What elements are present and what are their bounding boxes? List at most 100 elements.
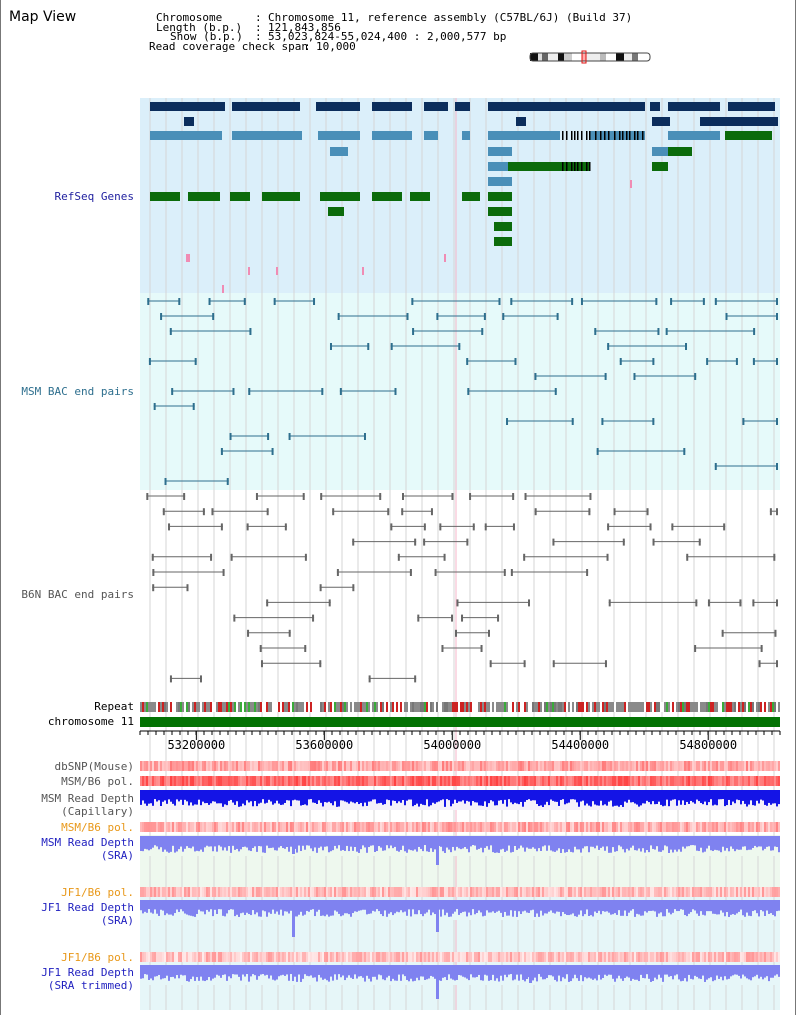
heat-cell [442, 952, 444, 962]
bac-end [171, 388, 174, 395]
depth-bar [668, 965, 670, 977]
depth-bar [500, 836, 502, 850]
heat-cell [358, 887, 360, 897]
repeat-mark [728, 702, 730, 712]
heat-cell [566, 776, 568, 786]
heat-cell [388, 952, 390, 962]
depth-bar [302, 790, 304, 805]
repeat-mark [406, 702, 408, 712]
bac-end [260, 660, 263, 668]
depth-bar [652, 900, 654, 911]
depth-bar [266, 790, 268, 803]
msm-bac-end-pairs[interactable] [147, 298, 778, 485]
depth-bar [220, 836, 222, 847]
heat-cell [602, 822, 604, 832]
heat-cell [166, 887, 168, 897]
heat-cell [522, 822, 524, 832]
depth-bar [734, 965, 736, 975]
heat-cell [720, 761, 722, 771]
depth-bar [146, 900, 148, 913]
depth-bar [240, 900, 242, 914]
depth-bar [752, 965, 754, 978]
heat-cell [244, 776, 246, 786]
heat-cell [690, 776, 692, 786]
heat-cell [172, 952, 174, 962]
heat-cell [308, 952, 310, 962]
depth-bar [746, 790, 748, 807]
depth-bar [490, 790, 492, 801]
depth-bar [754, 836, 756, 846]
depth-bar [198, 965, 200, 981]
depth-bar [750, 836, 752, 850]
depth-bar [372, 900, 374, 911]
depth-bar [408, 965, 410, 982]
depth-bar [298, 900, 300, 915]
heat-cell [764, 761, 766, 771]
depth-bar [626, 836, 628, 849]
heat-cell [538, 822, 540, 832]
repeat-mark [160, 702, 162, 712]
heat-cell [422, 887, 424, 897]
depth-bar [390, 900, 392, 913]
depth-bar [524, 790, 526, 802]
depth-bar [272, 965, 274, 980]
heat-cell [558, 952, 560, 962]
depth-bar [448, 836, 450, 850]
heat-cell [352, 761, 354, 771]
bac-end [649, 523, 652, 531]
heat-cell [158, 952, 160, 962]
heat-cell [280, 887, 282, 897]
heat-cell [380, 822, 382, 832]
depth-bar [734, 836, 736, 852]
repeat-mark [444, 702, 446, 712]
depth-bar [568, 965, 570, 982]
heat-cell [166, 822, 168, 832]
heat-cell [650, 952, 652, 962]
depth-bar [172, 965, 174, 977]
heat-cell [200, 776, 202, 786]
depth-bar [370, 965, 372, 982]
heat-cell [260, 761, 262, 771]
heat-cell [388, 761, 390, 771]
b6n-bac-end-pairs[interactable] [146, 493, 778, 683]
depth-bar [158, 790, 160, 801]
heat-cell [626, 761, 628, 771]
bac-end [601, 418, 604, 425]
gene-block [652, 117, 670, 126]
heat-cell [376, 822, 378, 832]
depth-bar [282, 900, 284, 916]
heat-cell [178, 776, 180, 786]
heat-cell [284, 761, 286, 771]
heat-cell [140, 761, 142, 771]
heat-cell [324, 822, 326, 832]
repeat-mark [578, 702, 580, 712]
depth-bar [286, 900, 288, 912]
heat-cell [472, 776, 474, 786]
msm-b6-pol-label: MSM/B6 pol. [61, 775, 134, 788]
heat-cell [154, 887, 156, 897]
heat-cell [402, 776, 404, 786]
repeat-mark [688, 702, 690, 712]
bac-end [652, 358, 655, 365]
depth-bar [552, 790, 554, 801]
heat-cell [518, 952, 520, 962]
depth-bar [544, 965, 546, 980]
heat-cell [772, 887, 774, 897]
refseq-genes[interactable] [150, 102, 778, 293]
repeat-mark [382, 702, 384, 712]
heat-cell [490, 761, 492, 771]
heat-cell [186, 776, 188, 786]
depth-bar [590, 900, 592, 916]
heat-cell [542, 761, 544, 771]
repeat-mark [272, 702, 274, 712]
depth-bar [294, 790, 296, 800]
depth-bar [362, 790, 364, 807]
heat-cell [542, 776, 544, 786]
chromosome-ideogram-icon[interactable] [529, 50, 651, 64]
heat-cell [582, 761, 584, 771]
heat-cell [674, 822, 676, 832]
heat-cell [548, 822, 550, 832]
depth-bar [310, 965, 312, 976]
heat-cell [402, 952, 404, 962]
depth-bar [482, 790, 484, 806]
